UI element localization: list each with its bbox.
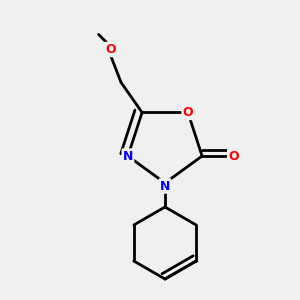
Text: O: O: [228, 150, 239, 163]
Text: O: O: [105, 43, 116, 56]
Text: N: N: [123, 150, 133, 163]
Text: N: N: [160, 179, 170, 193]
Text: O: O: [183, 106, 193, 119]
